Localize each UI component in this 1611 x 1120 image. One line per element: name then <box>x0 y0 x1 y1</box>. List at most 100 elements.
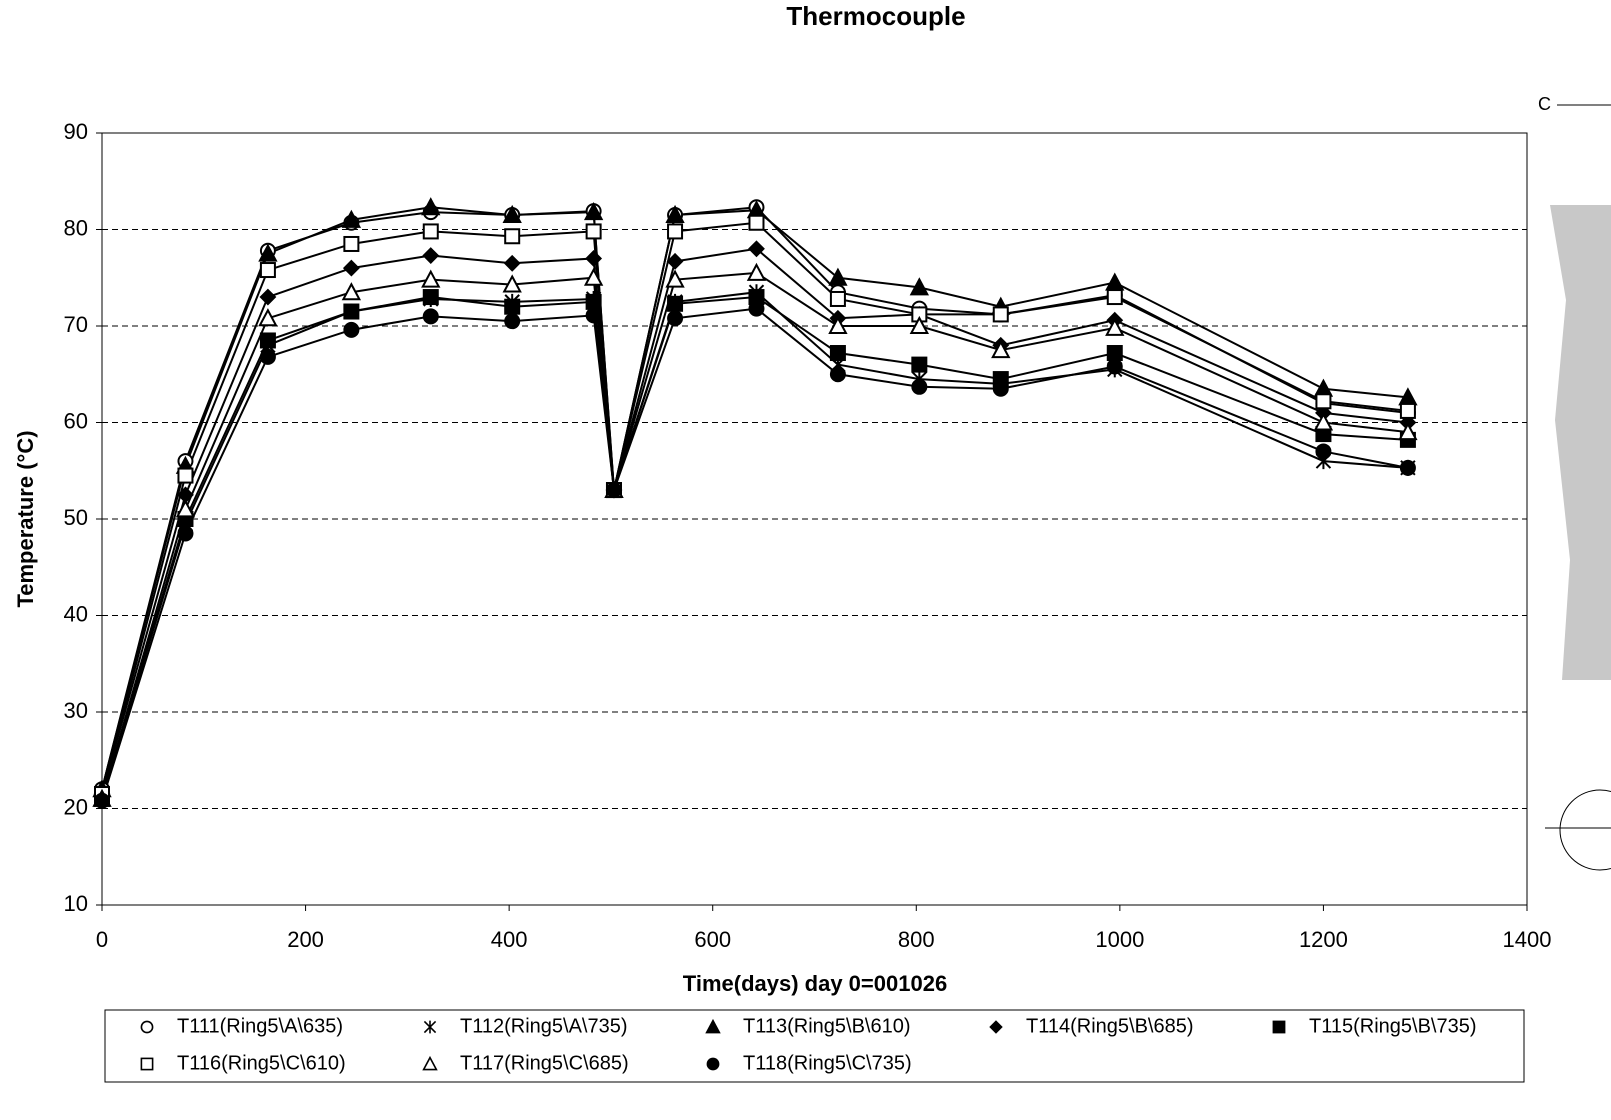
data-point <box>605 482 622 499</box>
legend-marker <box>423 1020 437 1034</box>
series-line <box>101 307 1409 802</box>
x-tick-label: 600 <box>694 927 731 952</box>
x-tick-label: 1000 <box>1095 927 1144 952</box>
data-point <box>585 293 602 310</box>
data-point <box>991 340 1011 359</box>
data-point <box>1106 358 1123 375</box>
data-point <box>1105 317 1125 336</box>
data-point <box>665 269 685 288</box>
data-point <box>829 366 846 383</box>
data-point <box>748 214 765 231</box>
data-point <box>1105 272 1125 291</box>
data-point <box>342 259 360 277</box>
legend-label: T112(Ring5\A\735) <box>460 1015 628 1037</box>
data-point <box>504 228 521 245</box>
legend-label: T114(Ring5\B\685) <box>1026 1015 1194 1037</box>
data-point <box>259 262 276 279</box>
data-point <box>421 197 441 216</box>
data-point <box>259 288 277 306</box>
data-point <box>177 467 194 484</box>
data-point <box>583 267 604 286</box>
chart-title: Thermocouple <box>786 1 965 31</box>
series-line <box>101 247 1409 795</box>
data-point <box>667 310 684 327</box>
data-point <box>1315 443 1332 460</box>
data-point <box>992 306 1009 323</box>
data-point <box>667 223 684 240</box>
y-axis-label: Temperature (°C) <box>13 430 38 607</box>
y-tick-label: 10 <box>64 891 88 916</box>
data-point <box>829 345 846 362</box>
data-point <box>748 300 765 317</box>
data-point <box>828 267 848 286</box>
data-point <box>422 308 439 325</box>
data-point <box>1399 402 1416 419</box>
data-point <box>667 295 684 312</box>
data-point <box>258 308 278 327</box>
data-point <box>748 240 765 258</box>
data-point <box>1399 459 1416 476</box>
legend-label: T118(Ring5\C\735) <box>743 1052 912 1074</box>
x-axis-label: Time(days) day 0=001026 <box>683 971 947 996</box>
data-point <box>422 223 439 240</box>
data-point <box>503 254 521 272</box>
legend-label: T117(Ring5\C\685) <box>460 1052 629 1074</box>
legend-marker <box>989 1020 1003 1034</box>
data-point <box>992 380 1009 397</box>
data-point <box>259 348 276 365</box>
legend-marker <box>140 1020 154 1034</box>
data-point <box>585 250 603 267</box>
y-tick-label: 60 <box>64 408 88 433</box>
data-point <box>585 307 602 324</box>
data-point <box>259 332 276 349</box>
data-point <box>746 262 767 281</box>
data-point <box>1313 412 1334 431</box>
y-tick-label: 70 <box>64 312 88 337</box>
legend-marker <box>422 1055 438 1071</box>
legend-label: T116(Ring5\C\610) <box>177 1052 346 1074</box>
data-point <box>421 269 441 288</box>
side-circle <box>1559 789 1611 871</box>
legend-marker <box>1272 1020 1286 1034</box>
data-point <box>343 303 360 320</box>
y-tick-label: 20 <box>64 794 88 819</box>
data-point <box>583 202 604 221</box>
data-point <box>909 277 930 296</box>
data-point <box>94 792 110 809</box>
data-point <box>177 525 194 542</box>
y-tick-label: 90 <box>64 119 88 144</box>
legend-marker <box>706 1057 720 1071</box>
data-point <box>829 290 846 307</box>
series-line <box>101 296 1408 800</box>
data-point <box>665 204 685 224</box>
data-point <box>258 243 278 262</box>
data-point <box>341 209 362 228</box>
data-point <box>502 204 522 224</box>
data-point <box>585 223 602 240</box>
data-point <box>828 315 848 334</box>
legend-box <box>104 1009 1525 1083</box>
plot-frame <box>101 132 1528 906</box>
data-point <box>343 235 360 252</box>
x-tick-label: 400 <box>491 927 528 952</box>
y-tick-label: 80 <box>64 215 88 240</box>
data-point <box>1106 345 1123 362</box>
data-point <box>1398 422 1418 441</box>
legend-marker <box>705 1018 721 1034</box>
x-tick-label: 800 <box>898 927 935 952</box>
data-point <box>175 499 196 518</box>
series-line <box>101 206 1409 790</box>
x-tick-label: 1400 <box>1503 927 1552 952</box>
data-point <box>341 282 362 301</box>
data-point <box>1106 289 1123 306</box>
data-point <box>666 252 684 270</box>
series-line <box>101 221 1409 795</box>
legend-marker <box>140 1057 154 1071</box>
y-tick-label: 40 <box>64 601 88 626</box>
data-point <box>504 313 521 330</box>
data-point <box>909 315 930 334</box>
data-point <box>422 289 439 306</box>
x-tick-label: 1200 <box>1299 927 1348 952</box>
y-tick-label: 30 <box>64 698 88 723</box>
